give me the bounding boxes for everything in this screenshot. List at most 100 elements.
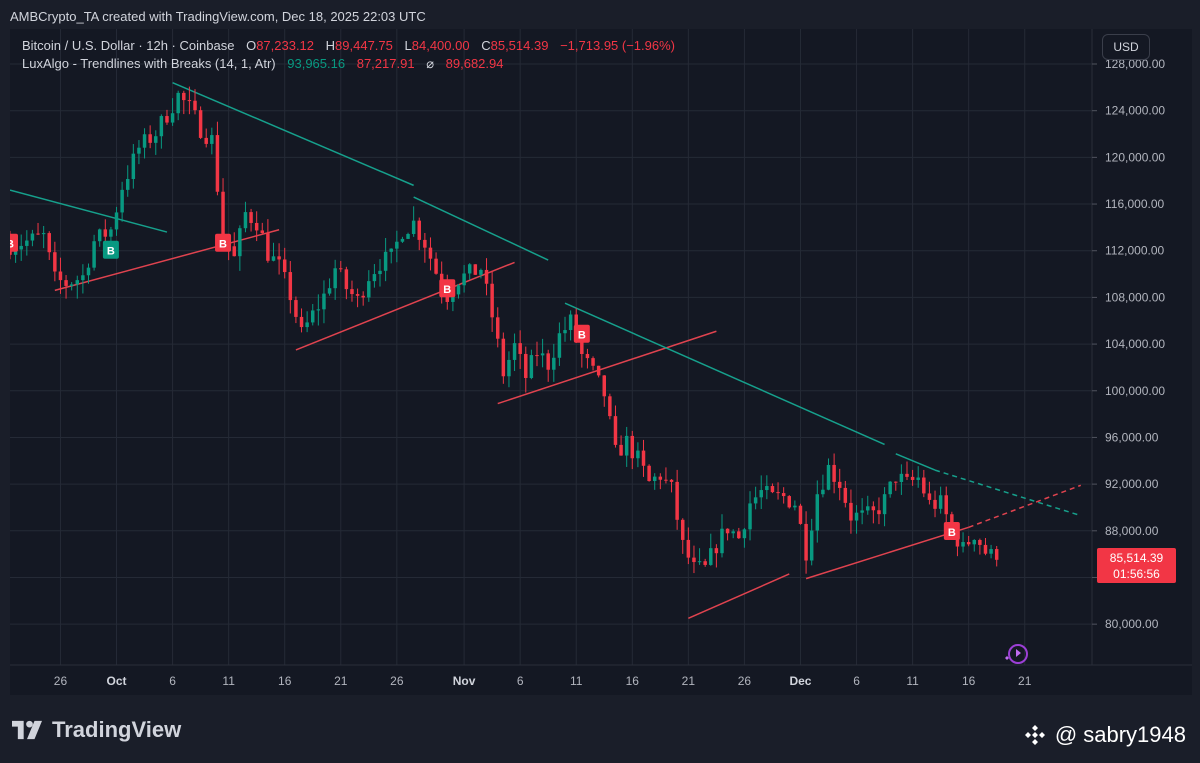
candle-body xyxy=(630,435,635,459)
candle-body xyxy=(518,343,522,354)
candle-body xyxy=(383,251,388,271)
candle-body xyxy=(596,365,601,376)
candle xyxy=(843,480,848,508)
candle-body xyxy=(109,229,113,237)
x-axis: 26 Oct 6 11 16 21 26 Nov 6 11 16 21 26 Dec 6 11 16 21 xyxy=(10,664,1192,688)
candle-body xyxy=(97,229,102,242)
candle-body xyxy=(215,135,220,192)
legend-line-1: Bitcoin / U.S. Dollar · 12h · Coinbase O… xyxy=(22,38,675,53)
candle xyxy=(703,558,707,567)
candle-body xyxy=(210,135,214,144)
candle-body xyxy=(310,310,315,323)
break-marker-label: B xyxy=(10,239,14,251)
break-marker-badge xyxy=(439,279,456,298)
candle xyxy=(428,237,433,271)
candle-body xyxy=(922,477,926,494)
candle-body xyxy=(13,249,18,255)
candle xyxy=(540,338,545,368)
x-tick-label: 21 xyxy=(334,674,348,688)
candle-body xyxy=(165,116,169,123)
candle xyxy=(933,490,937,518)
x-tick-label: 16 xyxy=(626,674,640,688)
candle-body xyxy=(798,505,803,524)
candle xyxy=(709,533,713,566)
candle-body xyxy=(428,247,433,259)
candle xyxy=(327,278,332,296)
candle-body xyxy=(563,330,567,334)
y-tick-label: 116,000.00 xyxy=(1105,197,1164,211)
legend-low: 84,400.00 xyxy=(411,38,470,53)
candle xyxy=(170,98,175,126)
indicator-name: LuxAlgo - Trendlines with Breaks (14, 1,… xyxy=(22,56,276,71)
candle xyxy=(316,294,321,326)
candle-body xyxy=(176,92,180,114)
candle-body xyxy=(249,212,253,223)
candle xyxy=(19,234,23,261)
y-tick-label: 100,000.00 xyxy=(1105,384,1165,398)
candle xyxy=(25,230,29,256)
trendlines xyxy=(9,81,1082,620)
x-tick-label: 16 xyxy=(962,674,976,688)
replay-icon[interactable] xyxy=(1005,644,1028,664)
candle-body xyxy=(131,153,136,179)
candle xyxy=(922,469,926,498)
tradingview-logo-icon xyxy=(12,720,42,740)
candle-body xyxy=(305,322,309,328)
candle-body xyxy=(92,241,96,268)
candle xyxy=(260,222,265,234)
candle-body xyxy=(182,92,186,101)
candle-body xyxy=(776,492,780,494)
candle xyxy=(737,527,741,540)
candle xyxy=(355,288,360,308)
candle-body xyxy=(288,272,293,301)
candle xyxy=(770,483,775,494)
candle-body xyxy=(731,531,735,534)
candle xyxy=(647,464,651,482)
candle-body xyxy=(114,212,119,230)
candle-body xyxy=(770,486,775,493)
x-tick-label: 11 xyxy=(570,674,583,688)
chart-panel[interactable]: BBBBBB 80,000.0084,000.0088,000.0092,000… xyxy=(2,29,1192,695)
candlestick-chart[interactable]: BBBBBB 80,000.0084,000.0088,000.0092,000… xyxy=(2,29,1192,695)
break-marker-label: B xyxy=(443,284,451,296)
candle-body xyxy=(809,530,814,561)
candle xyxy=(882,487,887,527)
candle-body xyxy=(580,340,584,354)
candle xyxy=(339,260,343,273)
candle-body xyxy=(765,486,769,491)
y-tick-label: 96,000.00 xyxy=(1105,430,1159,444)
break-marker-label: B xyxy=(219,239,227,251)
x-tick-label: 21 xyxy=(682,674,696,688)
currency-button[interactable]: USD xyxy=(1102,34,1150,60)
candle xyxy=(198,106,203,140)
candle xyxy=(165,109,169,125)
candle-body xyxy=(198,110,203,138)
candle xyxy=(361,291,365,306)
candle-body xyxy=(652,476,657,482)
break-marker: B xyxy=(943,521,960,540)
x-tick-label: 16 xyxy=(278,674,292,688)
candle xyxy=(417,217,421,251)
candle-body xyxy=(142,134,147,148)
x-tick-label: 6 xyxy=(169,674,176,688)
candle xyxy=(266,219,270,263)
candle xyxy=(41,225,46,249)
candle xyxy=(501,332,506,384)
candle-body xyxy=(540,353,545,356)
candle xyxy=(467,263,472,280)
candle-body xyxy=(546,353,550,370)
candle-body xyxy=(344,269,349,290)
candle-body xyxy=(316,309,321,311)
candle xyxy=(529,349,534,380)
candle xyxy=(585,348,590,369)
x-tick-label: Dec xyxy=(789,674,811,688)
candle xyxy=(608,393,612,420)
candle-body xyxy=(529,355,534,378)
candle xyxy=(299,308,304,333)
bar-countdown: 01:56:56 xyxy=(1113,567,1160,581)
candle xyxy=(916,466,920,488)
candle-body xyxy=(260,230,265,234)
candle-body xyxy=(978,539,982,545)
candle-body xyxy=(355,294,360,296)
candle xyxy=(787,495,792,509)
